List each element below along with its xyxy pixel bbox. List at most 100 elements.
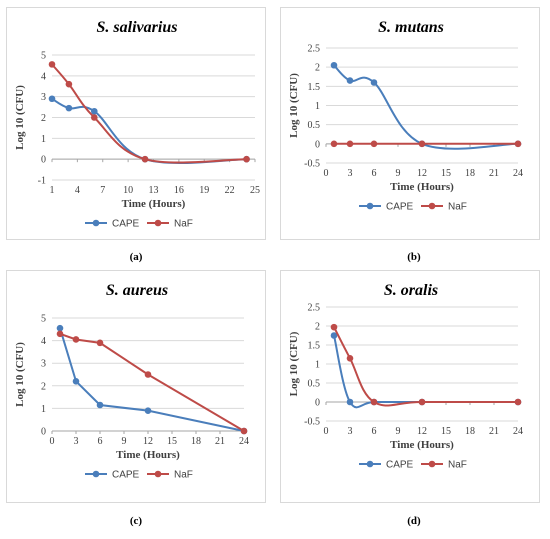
- chart-s-oralis: S. oralis -0.5 0 0.5 1 1.5 2 2.5 0 3 6 9 12 15 18 21 24 T…: [288, 282, 523, 471]
- x-tick-label: 12: [417, 168, 427, 179]
- legend-marker-naf: [428, 202, 436, 210]
- data-point-cape: [65, 104, 73, 112]
- x-tick-label: 12: [417, 426, 427, 437]
- chart-s-mutans: S. mutans -0.5 0 0.5 1 1.5 2 2.5 0 3 6 9 12 15 18 21 24 T…: [288, 19, 523, 213]
- x-tick-label: 12: [143, 436, 153, 447]
- legend-marker-naf: [428, 460, 436, 468]
- y-tick-label: 2.5: [308, 44, 321, 55]
- chart-panel-b: S. mutans -0.5 0 0.5 1 1.5 2 2.5 0 3 6 9 12 15 18 21 24 T…: [280, 7, 540, 240]
- legend-label-cape: CAPE: [112, 219, 140, 230]
- legend-label-cape: CAPE: [112, 470, 140, 481]
- y-tick-label: 0: [41, 155, 46, 166]
- data-point-cape: [144, 407, 152, 414]
- legend-marker-cape: [92, 219, 100, 227]
- data-point-naf: [243, 155, 250, 163]
- chart-title: S. oralis: [384, 282, 438, 299]
- data-point-naf: [96, 339, 104, 347]
- data-point-naf: [56, 330, 64, 338]
- data-point-naf: [65, 80, 73, 88]
- x-tick-label: 9: [396, 168, 401, 179]
- x-tick-label: 18: [465, 426, 475, 437]
- legend-label-naf: NaF: [448, 202, 467, 213]
- y-tick-label: -1: [38, 176, 46, 187]
- data-point-naf: [370, 140, 378, 148]
- data-point-cape: [330, 332, 338, 339]
- x-tick-label: 3: [348, 168, 353, 179]
- x-tick-label: 18: [465, 168, 475, 179]
- chart-title: S. aureus: [106, 282, 168, 299]
- legend-marker-cape: [92, 470, 100, 478]
- chart-panel-d: S. oralis -0.5 0 0.5 1 1.5 2 2.5 0 3 6 9 12 15 18 21 24 T…: [280, 270, 540, 503]
- data-point-naf: [90, 114, 98, 121]
- x-tick-label: 10: [123, 185, 133, 196]
- legend-label-naf: NaF: [174, 470, 193, 481]
- x-axis-label: Time (Hours): [116, 449, 180, 461]
- x-tick-label: 18: [191, 436, 201, 447]
- data-point-cape: [330, 61, 338, 69]
- x-axis-label: Time (Hours): [390, 181, 454, 193]
- data-point-naf: [330, 323, 338, 331]
- x-tick-label: 15: [441, 426, 451, 437]
- y-tick-label: 3: [41, 359, 46, 370]
- legend-label-cape: CAPE: [386, 202, 414, 213]
- x-tick-label: 16: [174, 185, 184, 196]
- series-line-cape: [333, 335, 518, 409]
- series-line-cape: [51, 97, 247, 164]
- x-tick-label: 7: [100, 185, 105, 196]
- data-point-cape: [96, 401, 104, 409]
- x-axis-label: Time (Hours): [122, 198, 186, 210]
- series-line-cape: [333, 64, 519, 150]
- x-tick-label: 3: [348, 426, 353, 437]
- y-tick-label: 2: [315, 63, 320, 74]
- y-tick-label: 1.5: [308, 341, 321, 352]
- y-tick-label: 1: [41, 404, 46, 415]
- data-point-cape: [90, 107, 98, 115]
- x-tick-label: 24: [239, 436, 249, 447]
- legend-label-cape: CAPE: [386, 460, 414, 471]
- y-tick-label: 1: [315, 101, 320, 112]
- y-axis-label: Log 10 (CFU): [288, 331, 300, 396]
- y-axis-label: Log 10 (CFU): [14, 85, 26, 150]
- x-tick-label: 13: [149, 185, 159, 196]
- data-point-naf: [330, 140, 338, 148]
- x-tick-label: 6: [372, 426, 377, 437]
- x-tick-label: 6: [372, 168, 377, 179]
- legend-marker-cape: [366, 202, 374, 210]
- data-point-naf: [418, 140, 426, 148]
- y-tick-label: 1.5: [308, 82, 321, 93]
- x-tick-label: 19: [199, 185, 209, 196]
- data-point-naf: [72, 336, 80, 343]
- x-tick-label: 0: [324, 426, 329, 437]
- legend-label-naf: NaF: [174, 219, 193, 230]
- x-tick-label: 25: [250, 185, 260, 196]
- x-tick-label: 21: [489, 426, 499, 437]
- x-tick-label: 22: [225, 185, 235, 196]
- y-tick-label: 2: [315, 322, 320, 333]
- x-tick-label: 0: [50, 436, 55, 447]
- data-point-cape: [72, 377, 80, 385]
- panel-label-c: (c): [129, 515, 143, 527]
- x-tick-label: 3: [74, 436, 79, 447]
- data-point-cape: [346, 398, 354, 406]
- panel-label-d: (d): [407, 515, 421, 527]
- y-axis-label: Log 10 (CFU): [288, 73, 300, 138]
- data-point-naf: [514, 398, 522, 406]
- panel-label-b: (b): [407, 251, 421, 263]
- legend-label-naf: NaF: [448, 460, 467, 471]
- x-tick-label: 15: [167, 436, 177, 447]
- series-line-naf: [333, 326, 518, 407]
- data-point-naf: [370, 398, 378, 406]
- x-tick-label: 15: [441, 168, 451, 179]
- x-tick-label: 24: [513, 426, 523, 437]
- panel-label-a: (a): [129, 251, 143, 263]
- x-tick-label: 1: [50, 185, 55, 196]
- legend-marker-cape: [366, 460, 374, 468]
- y-tick-label: 0: [315, 139, 320, 150]
- y-tick-label: 5: [41, 51, 46, 62]
- x-tick-label: 21: [215, 436, 225, 447]
- data-point-cape: [370, 79, 378, 86]
- y-axis-label: Log 10 (CFU): [14, 342, 26, 407]
- x-tick-label: 9: [396, 426, 401, 437]
- data-point-naf: [240, 427, 248, 435]
- data-point-naf: [418, 398, 426, 406]
